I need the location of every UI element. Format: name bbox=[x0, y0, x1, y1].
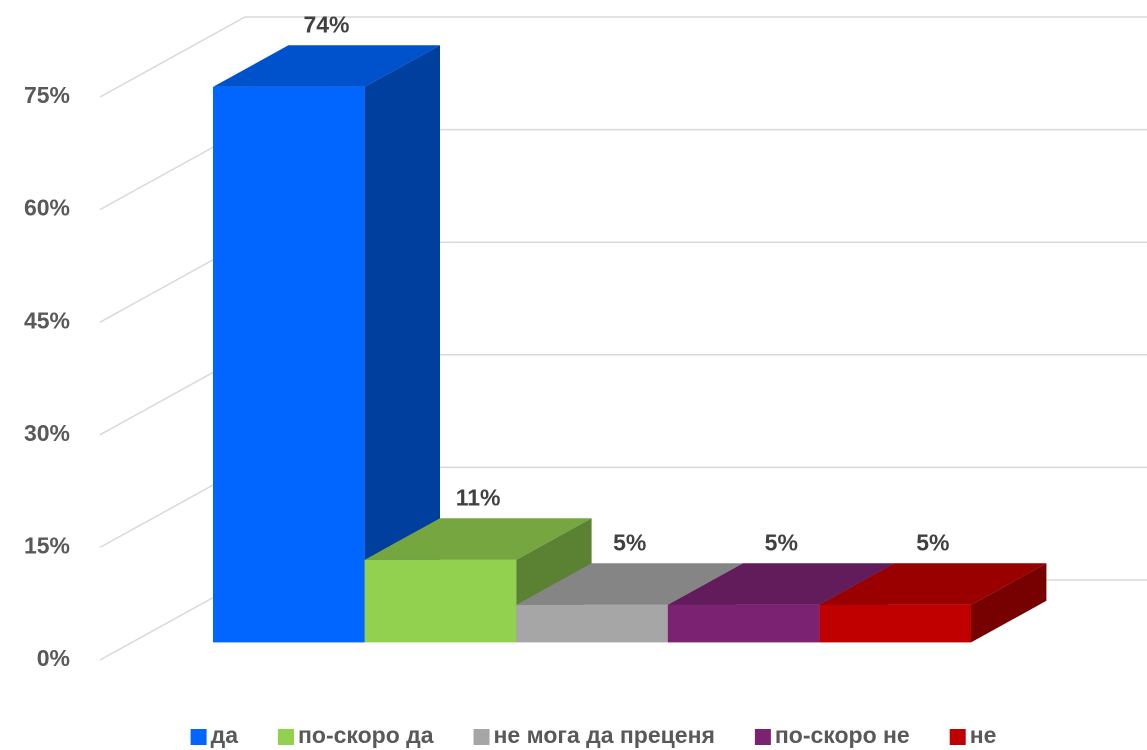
bar bbox=[364, 559, 517, 643]
legend-label: по-скоро да bbox=[298, 722, 434, 748]
bar-side bbox=[364, 45, 440, 643]
legend-label: да bbox=[211, 722, 239, 748]
y-tick-label: 45% bbox=[24, 307, 70, 333]
legend-swatch bbox=[949, 729, 966, 745]
y-tick-label: 75% bbox=[24, 82, 70, 108]
y-tick-label: 60% bbox=[24, 195, 70, 221]
bar bbox=[516, 604, 668, 643]
bar-top bbox=[819, 563, 1047, 605]
bar-top bbox=[364, 518, 592, 560]
legend-label: не bbox=[970, 722, 997, 748]
bar-top bbox=[667, 563, 895, 605]
bar-side bbox=[971, 563, 1047, 643]
legend: да по-скоро да не мога да преценя по-скоро … bbox=[190, 722, 997, 748]
grid-line bbox=[99, 16, 1147, 98]
legend-swatch bbox=[190, 729, 207, 745]
legend-swatch bbox=[278, 729, 294, 745]
bar-top bbox=[516, 563, 744, 605]
legend-swatch bbox=[473, 729, 490, 745]
data-label: 5% bbox=[916, 529, 949, 555]
y-tick-label: 0% bbox=[37, 645, 70, 671]
bar-top bbox=[213, 45, 440, 87]
data-label: 11% bbox=[456, 484, 501, 510]
bar bbox=[213, 86, 365, 643]
data-label: 5% bbox=[765, 529, 798, 555]
legend-label: по-скоро не bbox=[775, 722, 910, 748]
bar bbox=[819, 604, 971, 643]
y-tick-label: 30% bbox=[24, 420, 70, 446]
data-label: 74% bbox=[303, 11, 349, 37]
data-label: 5% bbox=[613, 529, 646, 555]
y-tick-label: 15% bbox=[24, 532, 70, 558]
legend-swatch bbox=[754, 729, 771, 745]
legend-label: не мога да преценя bbox=[494, 722, 715, 748]
bar bbox=[667, 604, 820, 643]
